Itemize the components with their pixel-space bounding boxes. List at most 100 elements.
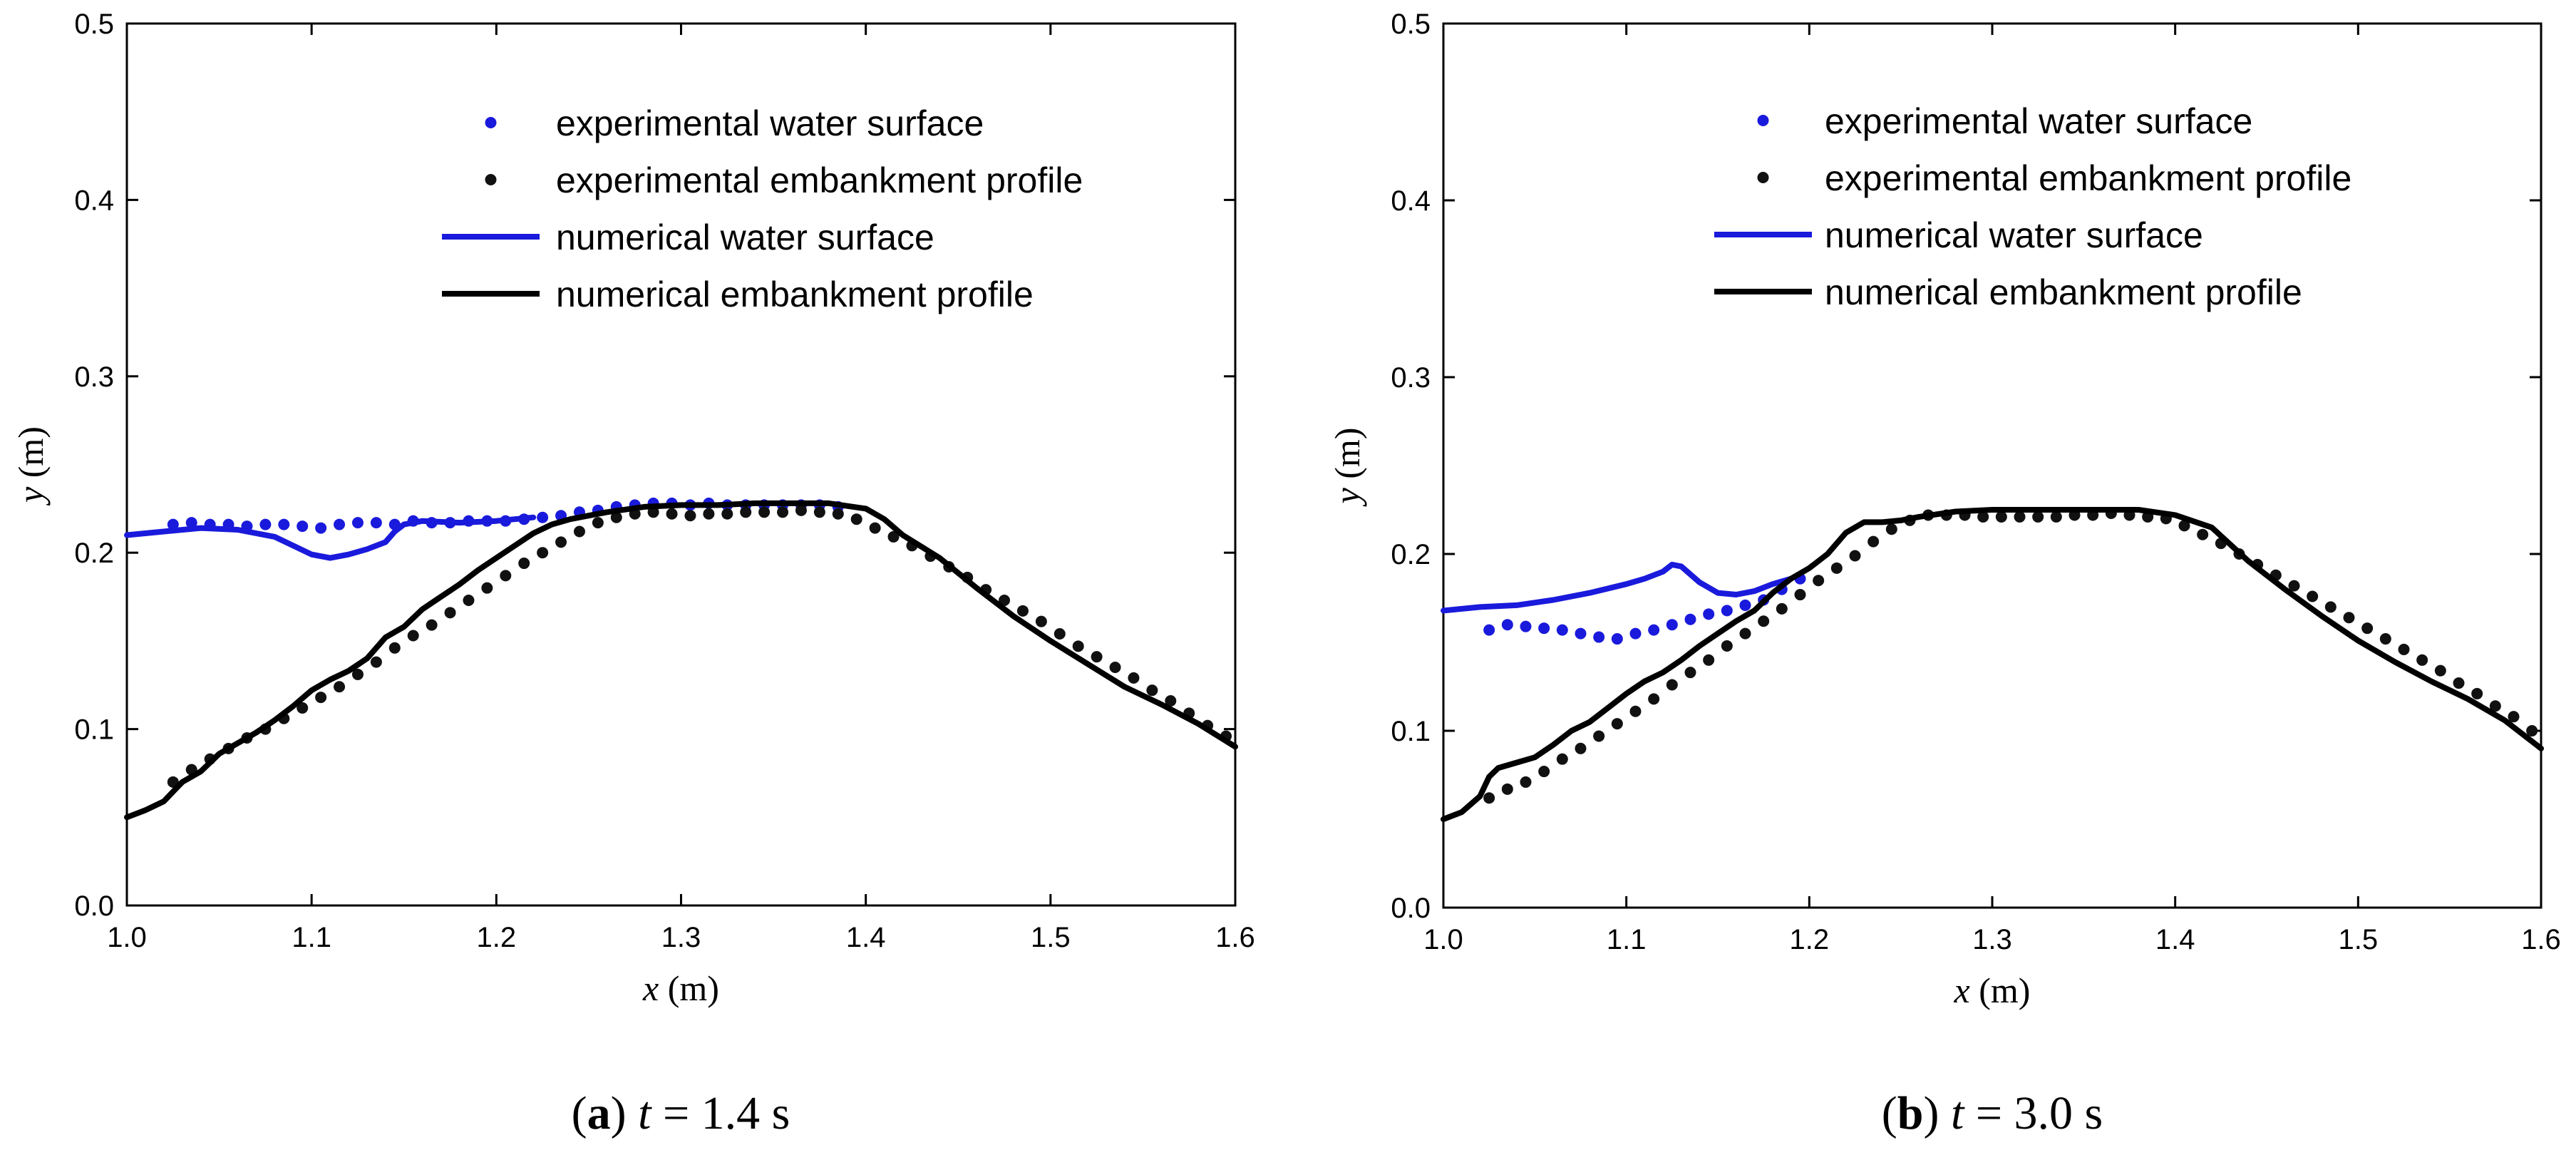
plot-frame [1442, 22, 2542, 909]
data-point [684, 510, 696, 522]
data-point [666, 508, 678, 520]
legend-marker [485, 174, 497, 185]
data-point [1501, 783, 1513, 795]
legend-label: experimental water surface [1825, 101, 2252, 141]
data-point [518, 558, 530, 570]
data-point [1648, 693, 1660, 705]
series-line-numerical-water-surface [1441, 561, 1794, 614]
x-tick-label: 1.6 [1215, 922, 1255, 953]
data-point [850, 513, 862, 525]
x-axis-unit: (m) [659, 968, 719, 1008]
x-tick-label: 1.1 [1607, 924, 1647, 955]
data-point [426, 619, 438, 631]
x-tick-label: 1.2 [477, 922, 517, 953]
x-tick-label: 1.5 [2339, 924, 2379, 955]
data-point [2324, 601, 2337, 613]
data-point [444, 607, 456, 619]
caption-time-value: = 3.0 s [1964, 1087, 2103, 1139]
legend-marker [1757, 115, 1769, 126]
data-point [1128, 672, 1140, 684]
series-line-numerical-embankment-profile [124, 500, 1238, 821]
legend: experimental water surface experimental e… [442, 103, 1083, 314]
data-point [334, 681, 346, 693]
data-point [1703, 608, 1715, 620]
legend-label: numerical embankment profile [556, 274, 1034, 314]
caption-time-value: = 1.4 s [651, 1087, 790, 1139]
data-point [2508, 711, 2520, 723]
data-point [2434, 664, 2446, 677]
legend-label: experimental water surface [556, 103, 984, 143]
data-point [1776, 602, 1788, 615]
data-point [2471, 687, 2483, 699]
data-point [1648, 624, 1660, 636]
series-numerical-water-surface [124, 514, 537, 561]
data-point [2489, 700, 2501, 712]
x-axis-var: x [1954, 970, 1970, 1010]
data-point [297, 520, 309, 533]
data-point [2343, 612, 2355, 624]
x-tick-label: 1.5 [1031, 922, 1071, 953]
data-point [537, 547, 549, 559]
data-point [1666, 619, 1678, 631]
x-axis-label: x (m) [1954, 970, 2031, 1010]
data-point [1016, 605, 1029, 617]
data-point [1146, 684, 1158, 697]
legend: experimental water surface experimental e… [1714, 101, 2351, 312]
data-point [463, 594, 475, 606]
data-point [592, 517, 604, 529]
y-axis-unit: (m) [11, 426, 51, 487]
data-point [1813, 575, 1825, 587]
x-tick-label: 1.2 [1790, 924, 1830, 955]
series-line-numerical-water-surface [124, 514, 537, 561]
legend-marker [485, 117, 497, 128]
data-point [1109, 662, 1121, 674]
data-point [1739, 627, 1751, 640]
data-point [1538, 622, 1550, 635]
data-point [297, 702, 309, 714]
data-point [1483, 624, 1495, 636]
data-point [1830, 562, 1843, 574]
data-point [1575, 627, 1587, 640]
chart-panel-b: 1.0 1.1 1.2 1.3 1.4 1.5 1.6 0.0 0.1 0.2 0.3 0.4 0.5 x… [1327, 9, 2561, 1139]
data-point [1611, 718, 1623, 730]
data-point [500, 570, 512, 582]
data-point [555, 536, 567, 548]
data-point [1849, 550, 1861, 562]
data-point [1593, 730, 1605, 742]
data-point [1556, 753, 1568, 765]
data-point [407, 630, 419, 642]
data-point [1995, 510, 2007, 523]
series-numerical-water-surface [1441, 561, 1794, 614]
y-tick-label: 0.1 [1391, 716, 1431, 747]
y-axis-var: y [1327, 487, 1367, 507]
data-point [185, 517, 197, 529]
data-point [1520, 776, 1532, 788]
legend-label: numerical water surface [556, 217, 934, 257]
data-point [1575, 742, 1587, 754]
caption-time-var: t [638, 1087, 652, 1139]
y-axis-var: y [11, 486, 51, 506]
x-tick-label: 1.4 [846, 922, 886, 953]
data-point [1035, 615, 1047, 627]
data-point [813, 506, 825, 518]
panel-caption: (a) t = 1.4 s [572, 1087, 790, 1139]
data-point [1721, 605, 1733, 617]
data-point [388, 642, 401, 654]
x-tick-label: 1.4 [2155, 924, 2195, 955]
series-experimental-embankment-profile [167, 504, 1232, 788]
data-point [1538, 766, 1550, 778]
data-point [1867, 535, 1880, 548]
data-point [370, 656, 382, 668]
data-point [795, 504, 807, 516]
data-point [1885, 523, 1897, 535]
data-point [1556, 624, 1568, 636]
data-point [2032, 510, 2044, 523]
x-axis-label: x (m) [642, 968, 719, 1008]
data-point [2050, 510, 2062, 523]
y-axis-unit: (m) [1327, 428, 1367, 488]
data-point [1758, 615, 1770, 627]
legend-marker [1757, 172, 1769, 183]
y-tick-label: 0.0 [1391, 893, 1431, 924]
data-point [278, 518, 290, 530]
